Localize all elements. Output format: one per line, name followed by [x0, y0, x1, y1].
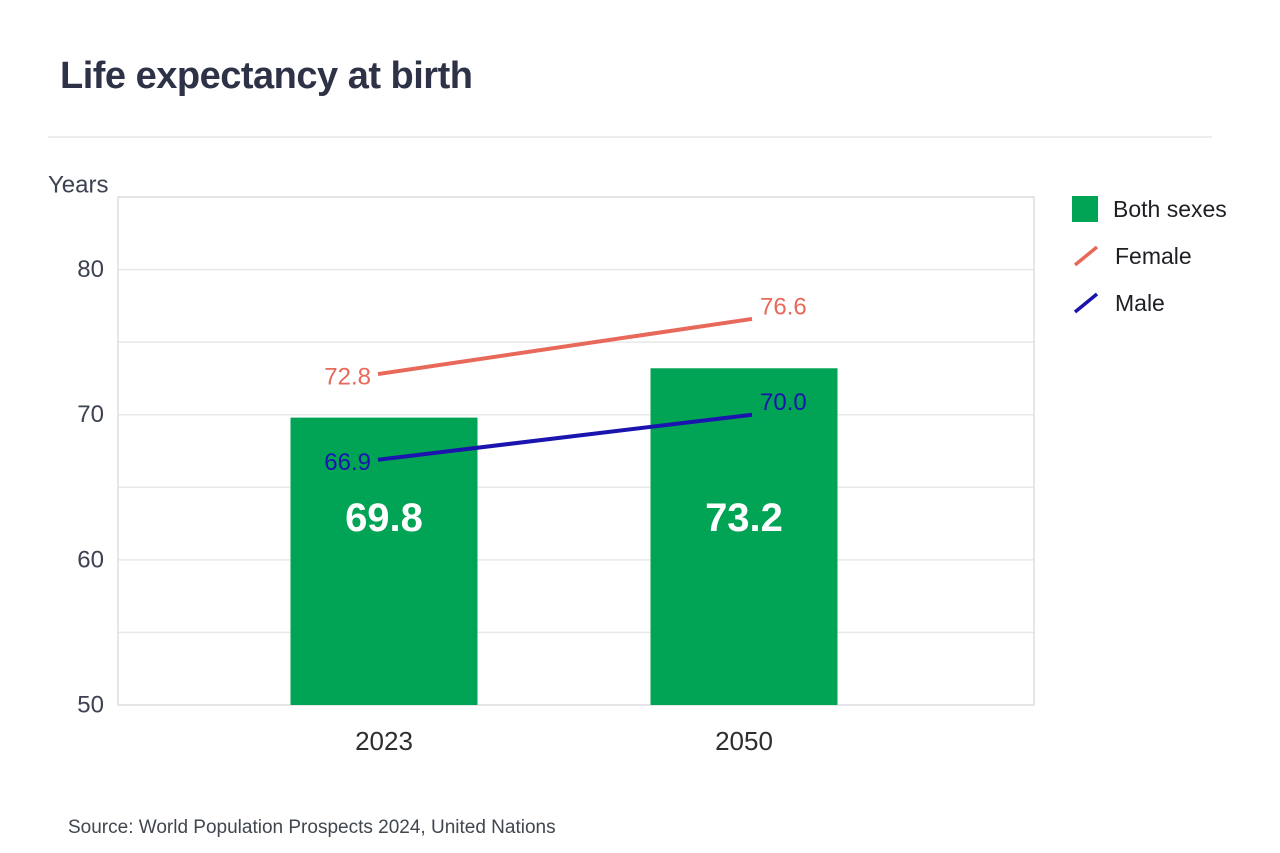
x-tick-label-2023: 2023 — [355, 726, 413, 756]
y-tick-label-50: 50 — [77, 692, 104, 719]
male-value-label-2050: 70.0 — [760, 389, 807, 416]
female-line — [377, 316, 753, 377]
y-tick-label-70: 70 — [77, 401, 104, 428]
female-value-label-2050: 76.6 — [760, 293, 807, 320]
male-line-swatch-icon — [1073, 292, 1099, 314]
male-line — [377, 412, 753, 462]
legend-label-both-sexes: Both sexes — [1113, 195, 1227, 222]
plot-border — [117, 196, 1035, 706]
bar-value-label-2023: 69.8 — [345, 496, 423, 540]
legend-label-female: Female — [1115, 242, 1192, 269]
legend: Both sexes Female Male — [1072, 195, 1227, 317]
y-tick-label-60: 60 — [77, 546, 104, 573]
female-value-label-2023: 72.8 — [324, 364, 371, 391]
legend-item-male: Male — [1072, 289, 1227, 317]
title-divider — [48, 136, 1212, 138]
both-sexes-square-swatch-icon — [1072, 196, 1098, 222]
bar-2023 — [290, 417, 478, 705]
bar-value-label-2050: 73.2 — [705, 496, 783, 540]
male-line-swatch-stroke — [1073, 292, 1099, 314]
legend-label-male: Male — [1115, 289, 1165, 316]
x-tick-label-2050: 2050 — [715, 726, 773, 756]
legend-item-female: Female — [1072, 242, 1227, 270]
female-line-swatch-icon — [1073, 245, 1099, 267]
y-tick-label-80: 80 — [77, 256, 104, 283]
female-line-swatch-stroke — [1073, 245, 1099, 267]
source-note: Source: World Population Prospects 2024,… — [68, 817, 556, 838]
y-axis-unit-label: Years — [48, 172, 109, 199]
page-title: Life expectancy at birth — [60, 55, 473, 97]
male-value-label-2023: 66.9 — [324, 449, 371, 476]
legend-item-both-sexes: Both sexes — [1072, 195, 1227, 223]
